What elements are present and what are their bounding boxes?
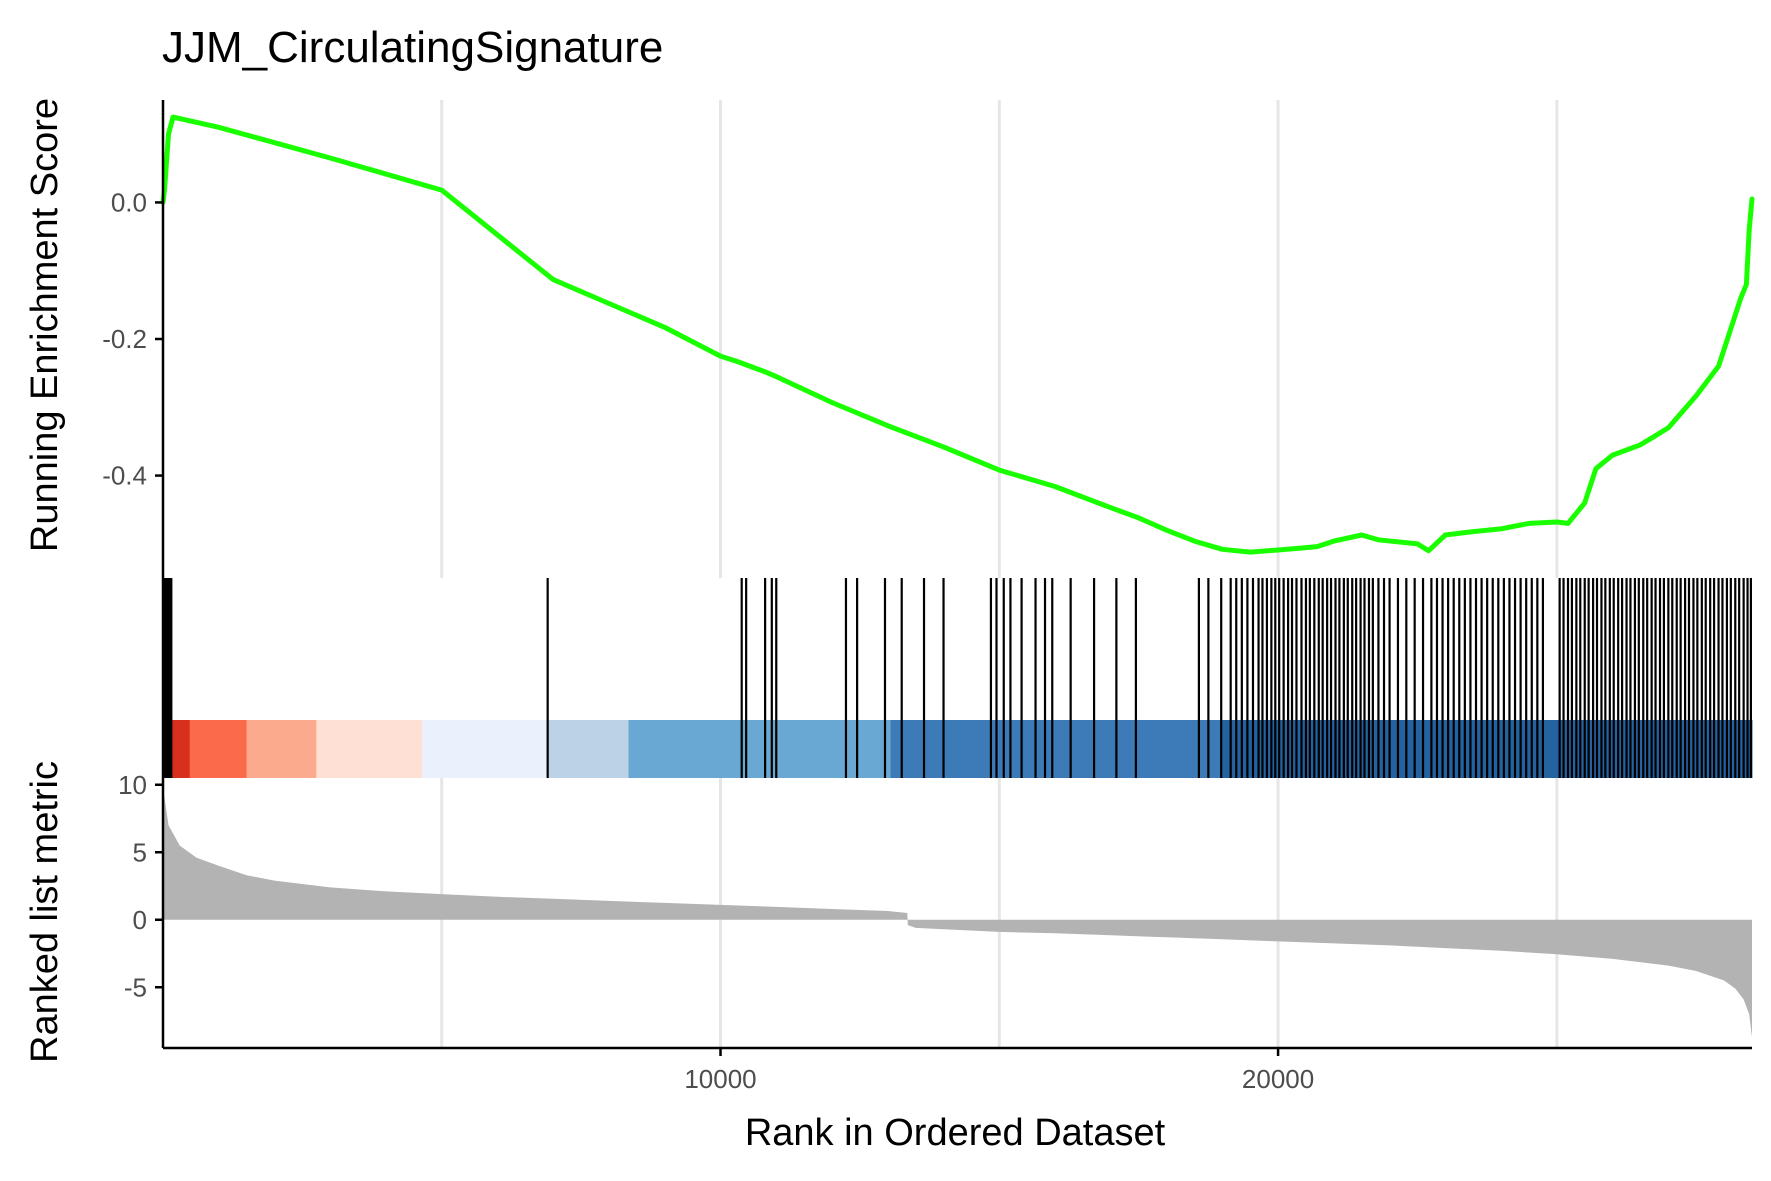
color-band-segment xyxy=(316,720,423,778)
enrichment-y-tick-label: -0.2 xyxy=(102,324,147,354)
color-band-segment xyxy=(628,720,892,778)
metric-y-axis-title: Ranked list metric xyxy=(24,761,66,1063)
chart-title: JJM_CirculatingSignature xyxy=(162,23,663,72)
color-band-segment xyxy=(189,720,248,778)
color-band-segment xyxy=(890,720,1223,778)
metric-y-tick-label: -5 xyxy=(124,972,147,1002)
metric-y-tick-label: 0 xyxy=(133,905,147,935)
ranked-metric-area xyxy=(163,787,1752,1038)
color-band-segment xyxy=(246,720,317,778)
running-enrichment-score-line xyxy=(160,114,1755,555)
x-axis-title: Rank in Ordered Dataset xyxy=(745,1112,1166,1154)
x-tick-label: 10000 xyxy=(684,1064,756,1094)
gene-set-hit-ticks xyxy=(163,578,1752,778)
color-band-segment xyxy=(547,720,630,778)
x-ticks: 10000 20000 xyxy=(684,1048,1314,1094)
color-band-segment xyxy=(422,720,549,778)
metric-y-tick-label: 10 xyxy=(118,770,147,800)
enrichment-y-ticks: 0.0 -0.2 -0.4 xyxy=(102,187,163,491)
enrichment-y-tick-label: 0.0 xyxy=(111,187,147,217)
enrichment-y-axis-title: Running Enrichment Score xyxy=(24,98,66,552)
metric-y-tick-label: 5 xyxy=(133,837,147,867)
enrichment-gridlines xyxy=(440,100,1559,578)
x-tick-label: 20000 xyxy=(1242,1064,1314,1094)
metric-y-ticks: 10 5 0 -5 xyxy=(118,770,163,1002)
enrichment-y-tick-label: -0.4 xyxy=(102,461,147,491)
